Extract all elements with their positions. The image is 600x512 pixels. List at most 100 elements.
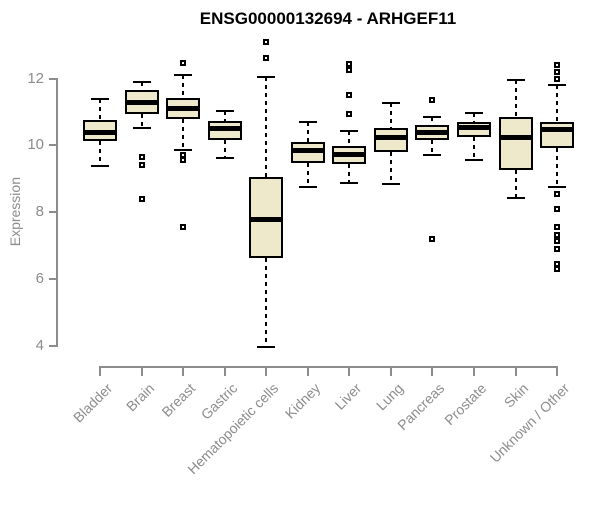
lower-whisker-breast: [182, 118, 185, 150]
median-gastric: [207, 126, 242, 132]
x-axis-tick: [182, 366, 185, 376]
y-axis-tick: [49, 144, 57, 147]
chart-title: ENSG00000132694 - ARHGEF11: [199, 9, 457, 28]
upper-whisker-bladder: [99, 98, 101, 120]
upper-whisker-gastric: [223, 110, 226, 121]
upper-whisker-skin: [514, 79, 517, 117]
x-axis-line: [99, 366, 559, 368]
box-unknown-other: [540, 121, 575, 149]
lower-whisker-cap-kidney: [298, 185, 317, 188]
upper-whisker-brain: [140, 81, 143, 90]
outlier-unknown-other: [554, 265, 561, 272]
upper-whisker-cap-prostate: [464, 112, 483, 115]
outlier-brain: [138, 153, 145, 160]
lower-whisker-lung: [389, 151, 392, 185]
x-axis-tick: [223, 366, 226, 376]
outlier-brain: [138, 162, 145, 168]
upper-whisker-cap-breast: [174, 74, 193, 77]
lower-whisker-cap-unknown-other: [548, 186, 567, 189]
median-bladder: [83, 129, 117, 135]
upper-whisker-pancreas: [431, 116, 434, 125]
median-pancreas: [415, 130, 450, 136]
upper-whisker-cap-liver: [340, 129, 359, 132]
outlier-pancreas: [429, 97, 436, 104]
upper-whisker-cap-skin: [506, 78, 525, 81]
lower-whisker-hematopoietic-cells: [265, 258, 268, 347]
y-axis-tick-label: 6: [35, 269, 44, 287]
median-prostate: [456, 124, 491, 130]
median-kidney: [290, 147, 325, 153]
outlier-breast: [180, 151, 187, 158]
upper-whisker-hematopoietic-cells: [265, 76, 268, 178]
upper-whisker-kidney: [306, 121, 309, 143]
lower-whisker-prostate: [472, 136, 475, 160]
lower-whisker-kidney: [306, 163, 309, 187]
outlier-liver: [346, 61, 353, 68]
outlier-unknown-other: [554, 238, 561, 245]
outlier-liver: [346, 67, 353, 74]
lower-whisker-cap-skin: [506, 197, 525, 200]
box-skin: [498, 116, 533, 170]
x-axis-tick: [472, 366, 475, 376]
median-skin: [498, 134, 533, 140]
upper-whisker-cap-hematopoietic-cells: [257, 75, 276, 78]
lower-whisker-cap-brain: [132, 126, 151, 129]
outlier-unknown-other: [554, 62, 561, 69]
y-axis-line: [56, 78, 58, 347]
x-axis-tick: [99, 366, 101, 376]
outlier-unknown-other: [554, 75, 561, 82]
median-liver: [332, 152, 367, 158]
outlier-breast: [180, 224, 187, 231]
lower-whisker-cap-gastric: [215, 157, 234, 160]
outlier-unknown-other: [554, 260, 561, 267]
x-axis-tick: [389, 366, 392, 376]
outlier-unknown-other: [554, 68, 561, 75]
outlier-breast: [180, 156, 187, 163]
x-axis-tick: [431, 366, 434, 376]
y-axis-tick-label: 12: [27, 69, 44, 87]
lower-whisker-skin: [514, 170, 517, 199]
upper-whisker-lung: [389, 102, 392, 129]
upper-whisker-cap-kidney: [298, 120, 317, 123]
lower-whisker-cap-bladder: [91, 165, 109, 167]
lower-whisker-pancreas: [431, 139, 434, 155]
x-axis-tick: [306, 366, 309, 376]
upper-whisker-cap-pancreas: [423, 115, 442, 118]
median-unknown-other: [540, 126, 575, 132]
median-brain: [124, 99, 159, 105]
y-axis-tick: [49, 211, 57, 214]
y-axis-tick: [49, 344, 57, 347]
lower-whisker-cap-pancreas: [423, 153, 442, 156]
y-axis-tick: [49, 77, 57, 80]
x-axis-tick: [514, 366, 517, 376]
lower-whisker-cap-hematopoietic-cells: [257, 345, 276, 348]
outlier-unknown-other: [554, 232, 561, 239]
x-axis-tick: [140, 366, 143, 376]
upper-whisker-cap-bladder: [91, 97, 109, 100]
median-hematopoietic-cells: [249, 216, 284, 222]
lower-whisker-cap-prostate: [464, 158, 483, 161]
y-axis-tick-label: 10: [27, 136, 44, 154]
y-axis-tick-label: 8: [35, 203, 44, 221]
lower-whisker-gastric: [223, 139, 226, 159]
outlier-hematopoietic-cells: [263, 55, 270, 62]
upper-whisker-cap-unknown-other: [548, 83, 567, 86]
outlier-brain: [138, 196, 145, 203]
y-axis-tick-label: 4: [35, 336, 44, 354]
outlier-pancreas: [429, 235, 436, 242]
x-axis-tick: [265, 366, 268, 376]
x-axis-tick: [556, 366, 559, 376]
median-lung: [373, 135, 408, 141]
upper-whisker-breast: [182, 75, 185, 98]
outlier-unknown-other: [554, 205, 561, 212]
lower-whisker-unknown-other: [556, 148, 559, 188]
lower-whisker-liver: [348, 164, 351, 184]
outlier-unknown-other: [554, 245, 561, 252]
upper-whisker-prostate: [472, 113, 475, 122]
upper-whisker-unknown-other: [556, 84, 559, 122]
outlier-liver: [346, 91, 353, 98]
outlier-unknown-other: [554, 224, 561, 231]
outlier-liver: [346, 110, 353, 117]
upper-whisker-liver: [348, 130, 351, 146]
median-breast: [166, 105, 201, 111]
